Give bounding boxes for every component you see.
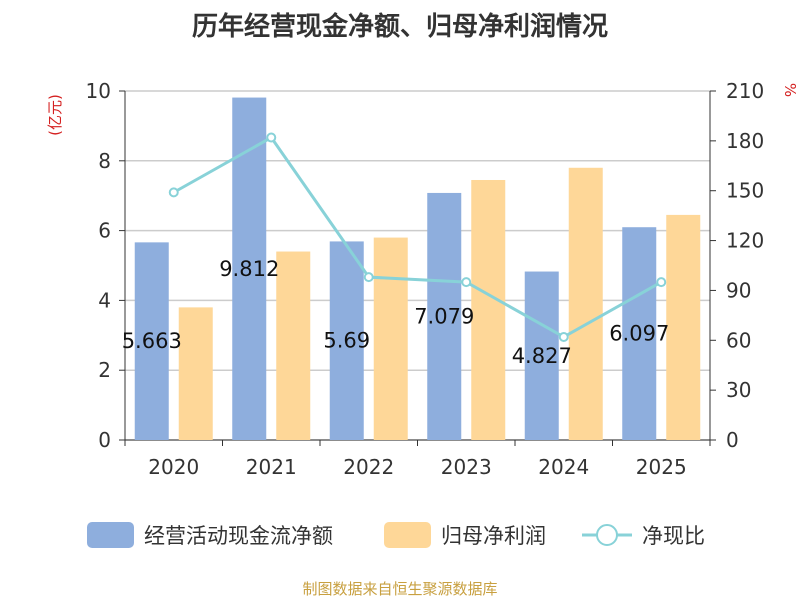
- line-point: [461, 277, 472, 288]
- line-point: [656, 277, 667, 288]
- legend-label: 归母净利润: [441, 524, 546, 548]
- chart-title: 历年经营现金净额、归母净利润情况: [191, 12, 608, 42]
- bar: [666, 214, 701, 440]
- bar-data-label: 5.663: [122, 329, 182, 353]
- y-left-tick-label: 4: [98, 288, 111, 312]
- x-tick-label: 2023: [441, 455, 492, 479]
- line-point: [168, 187, 179, 198]
- bar-data-label: 5.69: [323, 329, 370, 353]
- source-note: 制图数据来自恒生聚源数据库: [302, 580, 498, 598]
- y-right-tick-label: 0: [726, 428, 739, 452]
- x-tick-label: 2020: [148, 455, 199, 479]
- bar: [622, 227, 657, 440]
- y-left-axis-label: (亿元): [46, 94, 64, 136]
- y-right-tick-label: 120: [726, 229, 764, 253]
- y-right-tick-label: 90: [726, 278, 751, 302]
- y-right-tick-label: 30: [726, 378, 751, 402]
- bar: [524, 271, 559, 440]
- y-right-tick-label: 150: [726, 179, 764, 203]
- bar: [178, 307, 213, 440]
- y-right-axis-label: %: [781, 83, 799, 97]
- y-right-tick-label: 180: [726, 129, 764, 153]
- legend-marker: [596, 524, 618, 546]
- y-left-tick-label: 0: [98, 428, 111, 452]
- bar: [427, 192, 462, 440]
- bar-data-label: 4.827: [512, 344, 572, 368]
- y-left-tick-label: 6: [98, 219, 111, 243]
- legend-label: 净现比: [642, 524, 705, 548]
- bar: [329, 241, 364, 440]
- x-tick-label: 2021: [246, 455, 297, 479]
- bar: [471, 179, 506, 440]
- bar-data-label: 6.097: [609, 322, 669, 346]
- bar: [276, 251, 311, 440]
- bar-data-label: 9.812: [219, 257, 279, 281]
- line-point: [558, 331, 569, 342]
- y-right-tick-label: 210: [726, 79, 764, 103]
- x-tick-label: 2024: [538, 455, 589, 479]
- bar: [134, 242, 169, 440]
- bar-data-label: 7.079: [414, 304, 474, 328]
- x-tick-label: 2025: [636, 455, 687, 479]
- y-left-tick-label: 8: [98, 149, 111, 173]
- y-left-tick-label: 2: [98, 358, 111, 382]
- bar: [373, 237, 408, 440]
- legend-swatch: [384, 522, 431, 548]
- line-series: [173, 135, 662, 339]
- legend-label: 经营活动现金流净额: [144, 524, 333, 548]
- y-right-tick-label: 60: [726, 328, 751, 352]
- line-point: [266, 132, 277, 143]
- line-point: [363, 272, 374, 283]
- y-left-tick-label: 10: [86, 79, 111, 103]
- bar: [568, 167, 603, 440]
- x-tick-label: 2022: [343, 455, 394, 479]
- legend-swatch: [87, 522, 134, 548]
